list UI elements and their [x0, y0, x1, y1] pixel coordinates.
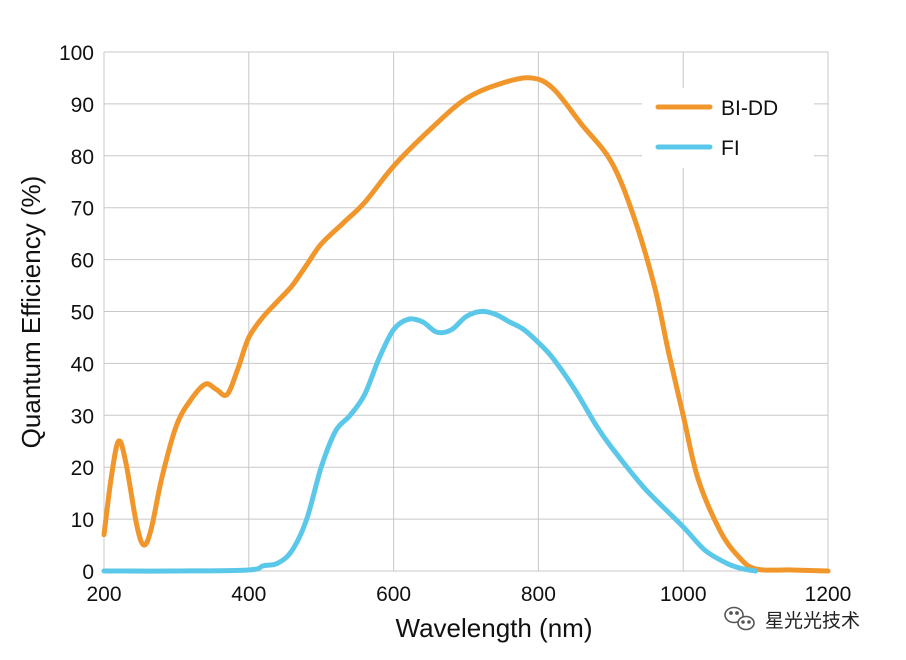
x-tick-label: 600 [376, 583, 411, 606]
x-tick-label: 1200 [805, 583, 852, 606]
series-line-bi-dd [101, 75, 831, 574]
y-tick-label: 40 [71, 353, 94, 376]
watermark: 星光光技术 [724, 606, 860, 632]
y-tick-label: 60 [71, 250, 94, 273]
y-tick-label: 10 [71, 509, 94, 532]
legend-label-fi: FI [721, 137, 740, 160]
y-axis-label: Quantum Efficiency (%) [16, 176, 46, 449]
x-axis-label: Wavelength (nm) [396, 613, 593, 643]
legend: BI-DD FI [642, 88, 814, 168]
y-tick-label: 80 [71, 146, 94, 169]
x-tick-label: 800 [521, 583, 556, 606]
series-lines [101, 75, 831, 574]
y-tick-label: 30 [71, 405, 94, 428]
x-tick-label: 1000 [660, 583, 707, 606]
x-tick-label: 400 [231, 583, 266, 606]
y-tick-label: 0 [82, 561, 94, 584]
legend-label-bi-dd: BI-DD [721, 97, 778, 120]
y-tick-label: 50 [71, 302, 94, 325]
legend-background [642, 88, 814, 168]
y-tick-label: 70 [71, 198, 94, 221]
watermark-text: 星光光技术 [765, 610, 860, 632]
y-tick-label: 90 [71, 94, 94, 117]
grid [103, 51, 829, 572]
y-tick-label: 100 [59, 42, 94, 65]
y-tick-label: 20 [71, 457, 94, 480]
x-tick-label: 200 [86, 583, 121, 606]
tick-labels: 0 10 20 30 40 50 60 70 80 90 100 200 400 600 800 1000 12… [59, 42, 851, 606]
series-line-fi [101, 308, 759, 574]
wechat-logo-icon [724, 606, 755, 631]
